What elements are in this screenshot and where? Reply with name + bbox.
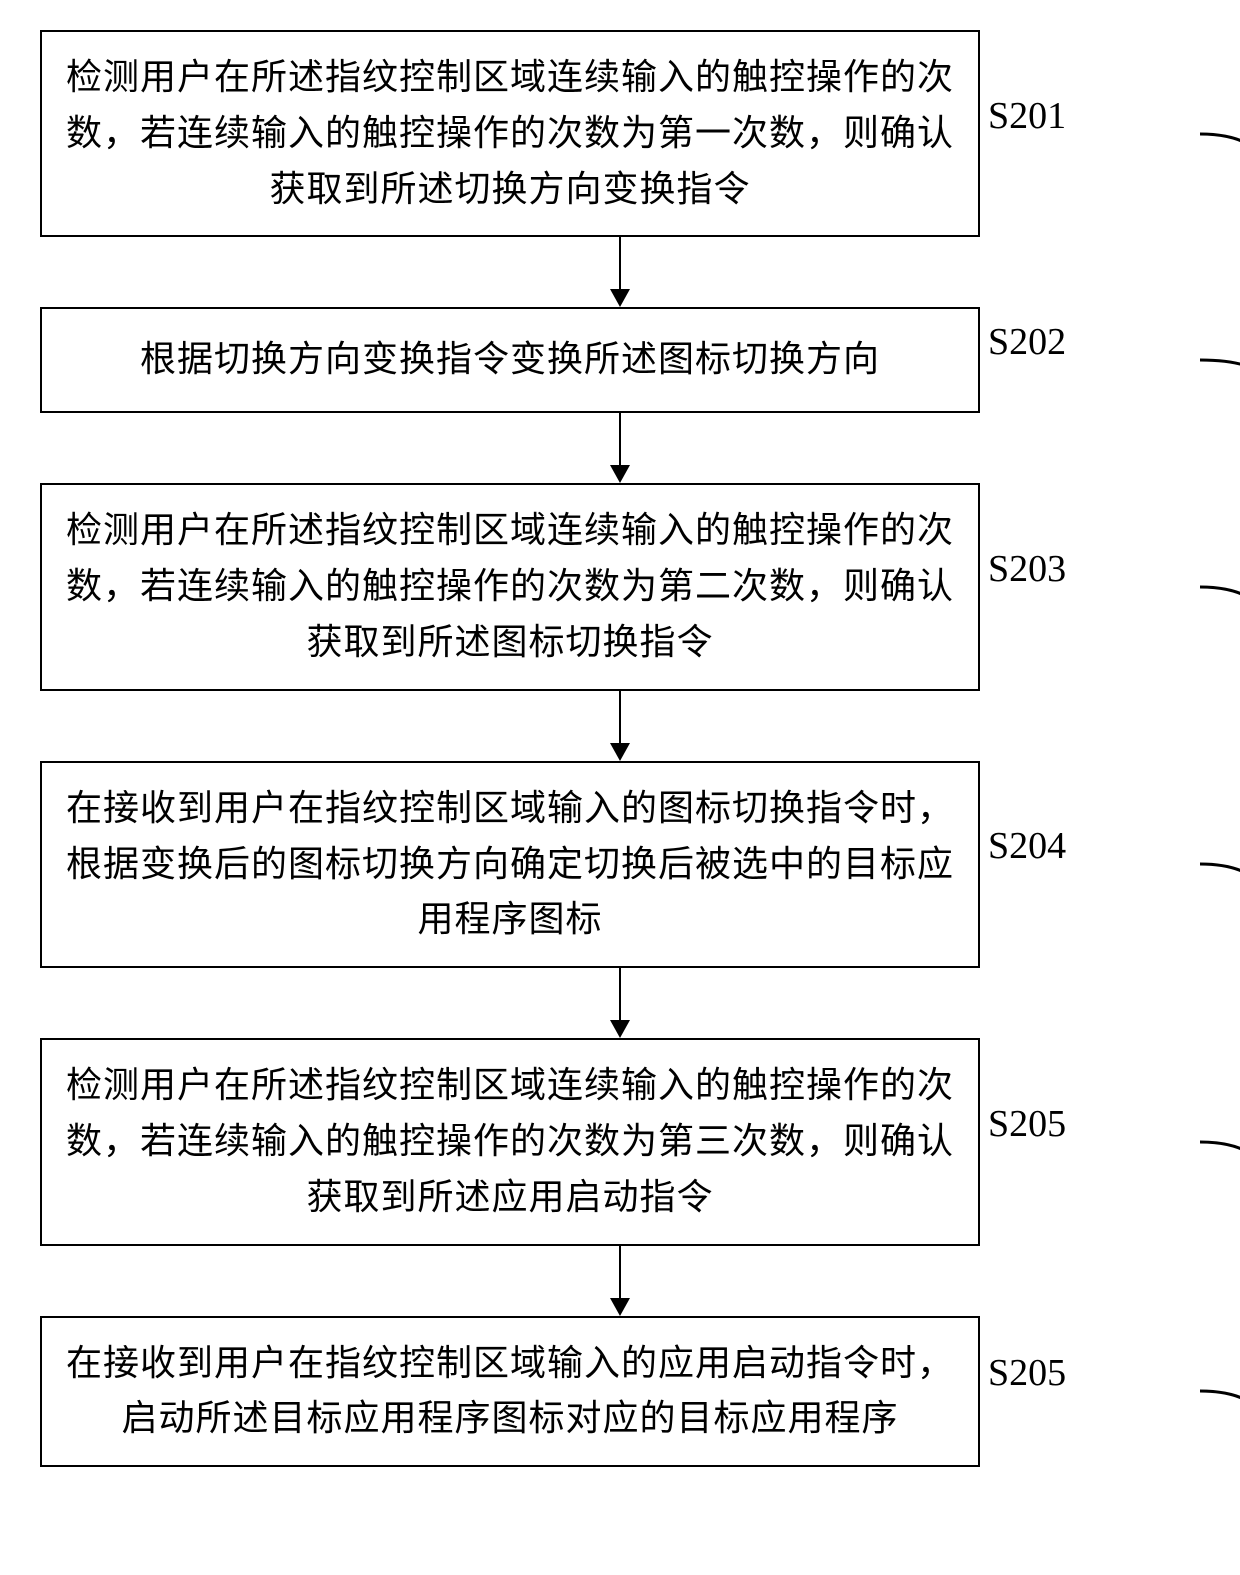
step-text: 在接收到用户在指纹控制区域输入的应用启动指令时，启动所述目标应用程序图标对应的目… (66, 1343, 954, 1439)
step-box: 在接收到用户在指纹控制区域输入的图标切换指令时，根据变换后的图标切换方向确定切换… (40, 761, 980, 968)
step-row: 根据切换方向变换指令变换所述图标切换方向 S202 (40, 307, 1200, 413)
label-connector-curve (1200, 587, 1240, 767)
label-connector-curve (1200, 360, 1240, 480)
arrow-connector (150, 1246, 1090, 1316)
arrow-down-icon (600, 1246, 640, 1316)
label-connector-curve (1200, 864, 1240, 1044)
step-box: 检测用户在所述指纹控制区域连续输入的触控操作的次数，若连续输入的触控操作的次数为… (40, 30, 980, 237)
arrow-down-icon (600, 968, 640, 1038)
step-row: 检测用户在所述指纹控制区域连续输入的触控操作的次数，若连续输入的触控操作的次数为… (40, 30, 1200, 237)
arrow-down-icon (600, 691, 640, 761)
step-label: S205 (988, 1351, 1066, 1395)
step-box: 在接收到用户在指纹控制区域输入的应用启动指令时，启动所述目标应用程序图标对应的目… (40, 1316, 980, 1468)
label-connector-curve (1200, 134, 1240, 314)
arrow-connector (150, 968, 1090, 1038)
label-connector-curve (1200, 1391, 1240, 1571)
step-text: 检测用户在所述指纹控制区域连续输入的触控操作的次数，若连续输入的触控操作的次数为… (66, 1065, 954, 1217)
step-text: 根据切换方向变换指令变换所述图标切换方向 (140, 332, 880, 388)
step-box: 检测用户在所述指纹控制区域连续输入的触控操作的次数，若连续输入的触控操作的次数为… (40, 483, 980, 690)
step-label: S204 (988, 824, 1066, 868)
arrow-down-icon (600, 413, 640, 483)
step-label: S205 (988, 1102, 1066, 1146)
step-box: 检测用户在所述指纹控制区域连续输入的触控操作的次数，若连续输入的触控操作的次数为… (40, 1038, 980, 1245)
arrow-connector (150, 237, 1090, 307)
step-row: 检测用户在所述指纹控制区域连续输入的触控操作的次数，若连续输入的触控操作的次数为… (40, 483, 1200, 690)
step-label: S203 (988, 547, 1066, 591)
arrow-connector (150, 413, 1090, 483)
step-label: S201 (988, 94, 1066, 138)
step-text: 在接收到用户在指纹控制区域输入的图标切换指令时，根据变换后的图标切换方向确定切换… (66, 788, 954, 940)
flowchart-container: 检测用户在所述指纹控制区域连续输入的触控操作的次数，若连续输入的触控操作的次数为… (40, 30, 1200, 1467)
step-box: 根据切换方向变换指令变换所述图标切换方向 (40, 307, 980, 413)
step-label: S202 (988, 320, 1066, 364)
step-text: 检测用户在所述指纹控制区域连续输入的触控操作的次数，若连续输入的触控操作的次数为… (66, 57, 954, 209)
step-text: 检测用户在所述指纹控制区域连续输入的触控操作的次数，若连续输入的触控操作的次数为… (66, 510, 954, 662)
arrow-down-icon (600, 237, 640, 307)
step-row: 在接收到用户在指纹控制区域输入的图标切换指令时，根据变换后的图标切换方向确定切换… (40, 761, 1200, 968)
step-row: 在接收到用户在指纹控制区域输入的应用启动指令时，启动所述目标应用程序图标对应的目… (40, 1316, 1200, 1468)
label-connector-curve (1200, 1142, 1240, 1322)
arrow-connector (150, 691, 1090, 761)
step-row: 检测用户在所述指纹控制区域连续输入的触控操作的次数，若连续输入的触控操作的次数为… (40, 1038, 1200, 1245)
